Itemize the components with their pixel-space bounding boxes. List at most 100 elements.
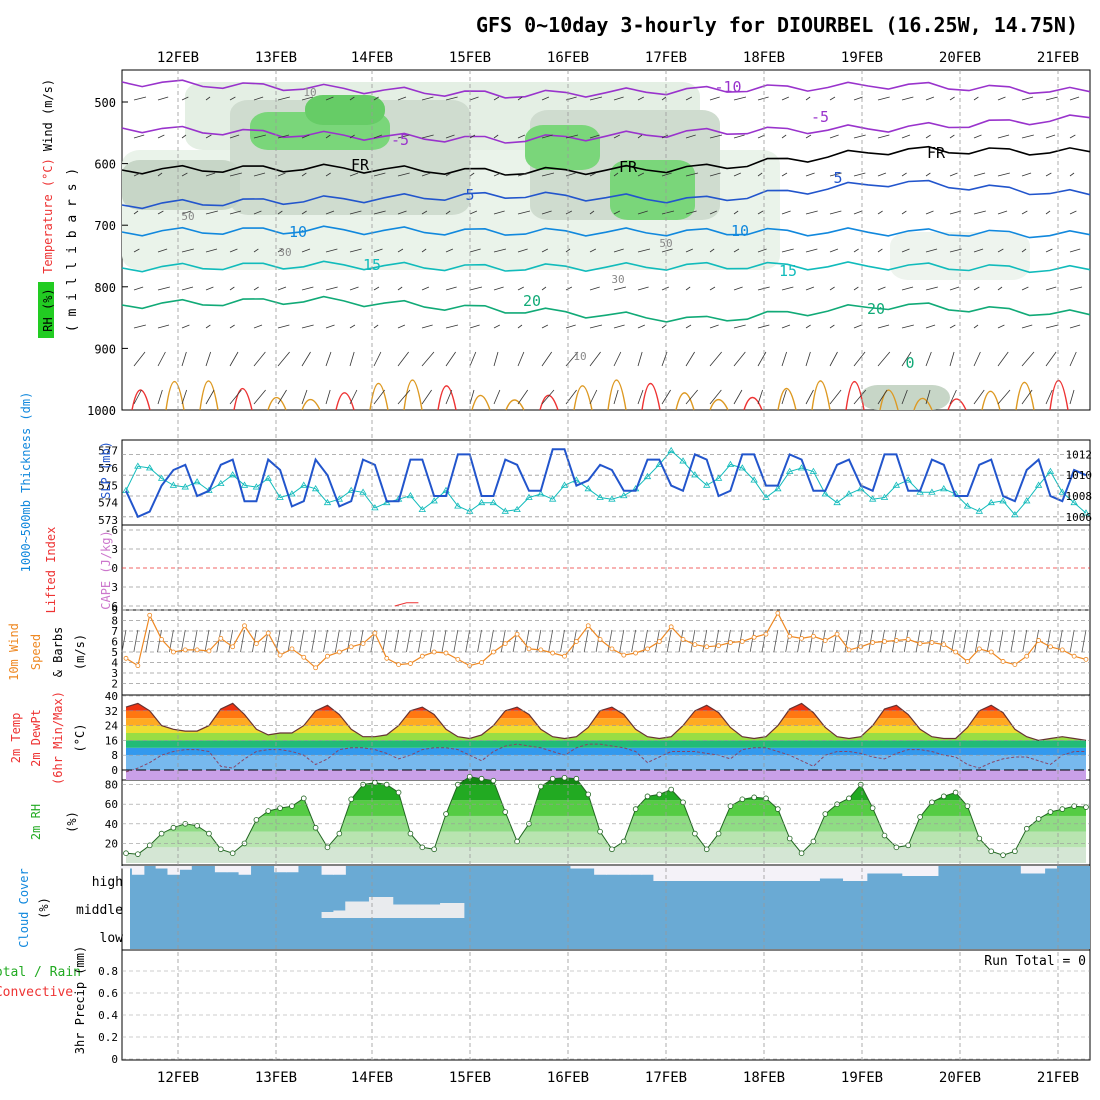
cloud-high-gap <box>890 866 903 874</box>
upper-wind-barb <box>493 96 500 101</box>
wind-speed-point <box>265 630 271 636</box>
rh-tick: 20 <box>105 837 118 850</box>
upper-wind-barb <box>229 324 235 329</box>
rh-point <box>597 828 603 835</box>
cloud-high-gap <box>606 866 619 875</box>
wind-speed-point <box>799 635 804 641</box>
upper-wind-barb <box>973 351 981 367</box>
slp-tick: 1012 <box>1066 448 1093 461</box>
rh-contour-label: 30 <box>611 273 624 286</box>
upper-wind-barb <box>421 351 435 367</box>
upper-wind-barb <box>517 210 531 215</box>
cloud-middle-bar <box>451 903 465 918</box>
upper-wind-barb <box>709 389 722 405</box>
rh-point <box>940 793 947 800</box>
upper-wind-barb <box>733 210 739 215</box>
upper-wind-barb <box>997 96 1006 101</box>
isotherm-label: FR <box>927 144 946 162</box>
wind-barb <box>524 629 530 653</box>
cloud-middle-bar <box>321 912 335 918</box>
surface-isotherm-16 <box>641 383 661 411</box>
upper-wind-barb <box>541 248 548 253</box>
rh-point <box>1071 803 1077 809</box>
upper-wind-barb <box>685 286 691 291</box>
upper-wind-barb <box>733 96 747 101</box>
wind-speed-point <box>1071 653 1077 659</box>
upper-wind-barb <box>1069 286 1083 291</box>
upper-wind-barb <box>229 210 242 215</box>
cloud-background <box>130 866 1090 949</box>
upper-wind-barb <box>949 324 956 329</box>
cloud-middle-bar <box>345 901 358 918</box>
thickness-point <box>620 491 628 499</box>
upper-wind-barb <box>733 286 743 291</box>
cloud-high-gap <box>286 866 299 873</box>
wind-speed-tick: 3 <box>111 667 118 680</box>
thickness-point <box>880 493 889 500</box>
thickness-point <box>774 485 782 492</box>
upper-wind-barb <box>589 96 603 101</box>
upper-wind-barb <box>685 389 698 405</box>
upper-wind-barb <box>613 286 627 291</box>
upper-wind-barb <box>613 351 622 367</box>
wind-barb <box>358 629 364 653</box>
date-label-top: 12FEB <box>157 50 199 66</box>
upper-wind-barb <box>1045 389 1053 405</box>
upper-wind-barb <box>301 324 314 329</box>
upper-wind-barb <box>781 96 789 101</box>
wind-speed-point <box>171 649 176 655</box>
thickness-point <box>821 490 829 497</box>
upper-wind-barb <box>253 389 266 405</box>
wind-barb <box>666 629 672 653</box>
surface-isotherm-2 <box>165 380 185 411</box>
wind-speed-point <box>277 652 283 658</box>
wind-barb <box>240 629 245 653</box>
wind-barb <box>180 629 186 653</box>
upper-wind-barb <box>565 248 571 253</box>
upper-wind-barb <box>349 248 362 253</box>
rh-point <box>502 809 509 815</box>
wind-speed-point <box>336 649 342 655</box>
upper-wind-barb <box>397 286 403 291</box>
upper-wind-barb <box>253 351 266 367</box>
upper-wind-barb <box>1069 96 1080 101</box>
date-label-top: 20FEB <box>939 50 981 66</box>
upper-wind-barb <box>829 248 839 253</box>
rh-tick: 40 <box>105 818 118 831</box>
thickness-point <box>738 464 747 471</box>
upper-wind-barb <box>277 286 287 291</box>
wind-barb <box>773 629 779 653</box>
lifted-index-line <box>394 602 419 607</box>
wind-barb <box>560 629 565 653</box>
rh-point <box>917 814 923 820</box>
rh-point <box>336 830 343 837</box>
upper-wind-barb <box>1021 248 1027 253</box>
upper-wind-barb <box>277 248 283 253</box>
upper-wind-barb <box>205 351 212 367</box>
upper-wind-barb <box>637 389 644 405</box>
upper-wind-barb <box>373 389 385 405</box>
run-total-label: Run Total = 0 <box>984 954 1086 969</box>
upper-wind-barb <box>661 96 667 101</box>
upper-wind-barb <box>493 286 504 291</box>
upper-wind-barb <box>301 96 314 101</box>
upper-wind-barb <box>421 389 432 405</box>
wind-barb <box>334 629 340 653</box>
date-label-bottom: 17FEB <box>645 1070 687 1086</box>
rh-point <box>312 824 319 831</box>
wind-speed-point <box>597 637 603 642</box>
upper-wind-barb <box>805 324 811 329</box>
upper-wind-barb <box>925 248 938 253</box>
wind-speed-point <box>822 638 828 643</box>
wind-speed-point <box>348 644 354 650</box>
upper-wind-barb <box>517 324 523 329</box>
date-label-bottom: 15FEB <box>449 1070 491 1086</box>
upper-wind-barb <box>541 134 553 139</box>
cloud-high-gap <box>724 866 737 881</box>
cloud-high-gap <box>926 866 939 876</box>
upper-wind-barb <box>853 389 867 405</box>
surface-isotherm-17 <box>675 392 695 411</box>
upper-wind-barb <box>349 172 359 177</box>
upper-wind-barb <box>229 389 242 405</box>
